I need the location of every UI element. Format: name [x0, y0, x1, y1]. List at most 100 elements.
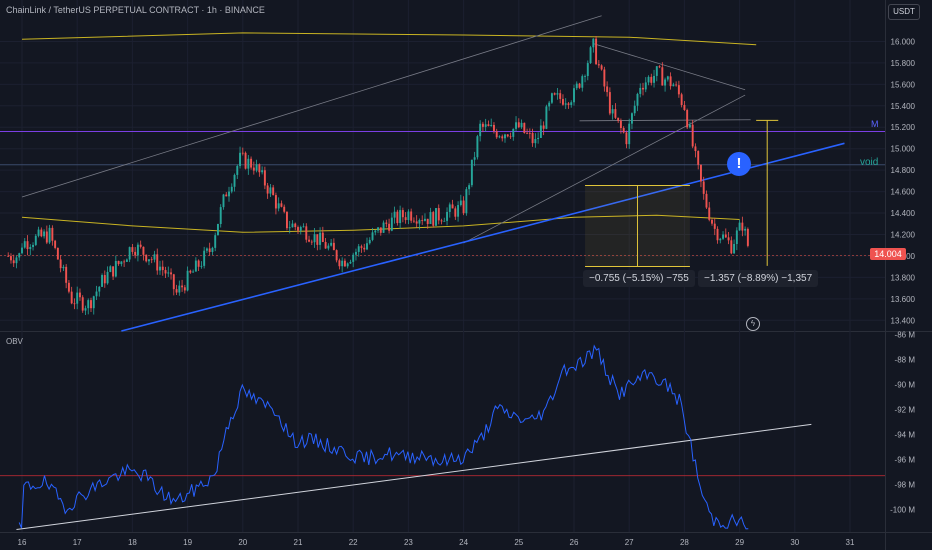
candle-body	[702, 181, 705, 194]
candle-body	[711, 219, 713, 224]
candle-body	[592, 38, 595, 48]
candle-body	[54, 240, 57, 248]
candle-body	[101, 275, 104, 287]
candle-body	[244, 152, 247, 169]
candle-body	[421, 220, 424, 221]
candle-body	[412, 220, 415, 222]
obv-tick-label: -88 M	[895, 355, 916, 364]
candle-body	[324, 241, 327, 249]
y-tick-label: 15.400	[891, 102, 916, 111]
candle-body	[468, 185, 471, 190]
candle-body	[650, 76, 653, 83]
obv-tick-label: -86 M	[895, 330, 916, 339]
candle-body	[561, 98, 564, 105]
candle-body	[617, 117, 620, 121]
lightning-icon[interactable]: ϟ	[746, 317, 760, 331]
candle-body	[512, 128, 515, 137]
candle-body	[203, 250, 206, 266]
measure-label-1: −0.755 (−5.15%) −755	[583, 270, 695, 287]
candle-body	[233, 174, 236, 187]
candle-body	[368, 239, 371, 244]
candle-body	[9, 256, 12, 261]
candle-body	[429, 212, 432, 225]
candle-body	[125, 259, 128, 262]
candle-body	[545, 106, 548, 129]
candle-body	[65, 266, 68, 283]
candle-body	[109, 266, 112, 272]
candle-body	[7, 255, 10, 257]
candle-body	[567, 103, 570, 105]
candle-body	[76, 292, 79, 304]
candle-body	[597, 64, 600, 66]
candle-body	[440, 220, 443, 222]
candle-body	[277, 203, 280, 209]
candle-body	[269, 187, 272, 194]
candle-body	[385, 222, 388, 224]
candle-body	[123, 261, 126, 263]
candle-body	[622, 128, 625, 133]
candle-body	[371, 232, 374, 240]
candle-body	[159, 266, 161, 271]
candle-body	[589, 47, 592, 64]
candle-body	[183, 287, 186, 291]
candle-body	[332, 242, 335, 251]
candle-body	[62, 266, 65, 269]
candle-body	[661, 67, 664, 86]
candle-body	[564, 103, 567, 105]
candle-body	[487, 124, 490, 127]
currency-button[interactable]: USDT	[888, 4, 920, 20]
candle-body	[90, 300, 92, 309]
candle-body	[644, 82, 647, 90]
candle-body	[291, 223, 294, 228]
candle-body	[114, 260, 117, 277]
candle-body	[542, 125, 545, 129]
channel-upper-line	[21, 15, 602, 198]
candle-body	[490, 124, 493, 127]
candle-body	[443, 220, 446, 222]
x-tick-label: 18	[128, 538, 137, 547]
candle-body	[735, 230, 738, 244]
obv-tick-label: -92 M	[895, 405, 916, 414]
candle-body	[21, 247, 23, 254]
candle-body	[531, 133, 534, 144]
obv-tick-label: -100 M	[890, 505, 915, 514]
candle-body	[194, 260, 197, 272]
candle-body	[156, 254, 159, 271]
candle-body	[523, 122, 526, 133]
x-tick-label: 20	[238, 538, 247, 547]
y-tick-label: 14.200	[891, 230, 916, 239]
candle-body	[570, 102, 573, 105]
moving-average-line-upper	[21, 32, 757, 46]
candle-body	[390, 217, 393, 231]
candle-body	[741, 222, 744, 231]
candle-body	[48, 227, 51, 243]
candle-body	[462, 200, 465, 214]
candle-body	[34, 235, 37, 245]
x-tick-label: 31	[846, 538, 855, 547]
candle-body	[192, 271, 195, 273]
y-tick-label: 13.600	[891, 295, 916, 304]
candle-body	[517, 122, 520, 128]
candle-body	[697, 151, 700, 165]
obv-indicator-label[interactable]: OBV	[6, 337, 23, 346]
candle-body	[261, 170, 264, 173]
y-tick-label: 15.200	[891, 123, 916, 132]
candle-body	[70, 291, 73, 304]
alert-icon[interactable]: !	[727, 152, 751, 176]
x-tick-label: 29	[735, 538, 744, 547]
y-tick-label: 15.800	[891, 59, 916, 68]
candle-body	[247, 158, 250, 169]
candle-body	[393, 211, 396, 218]
candle-body	[236, 165, 239, 175]
candle-body	[653, 75, 656, 83]
candle-body	[473, 157, 476, 160]
candle-body	[321, 232, 324, 242]
range-line	[579, 119, 751, 122]
candle-body	[448, 204, 451, 212]
candle-body	[84, 308, 87, 311]
candle-body	[294, 223, 297, 228]
candle-body	[498, 136, 501, 138]
candle-body	[705, 193, 708, 208]
candle-body	[255, 164, 258, 171]
